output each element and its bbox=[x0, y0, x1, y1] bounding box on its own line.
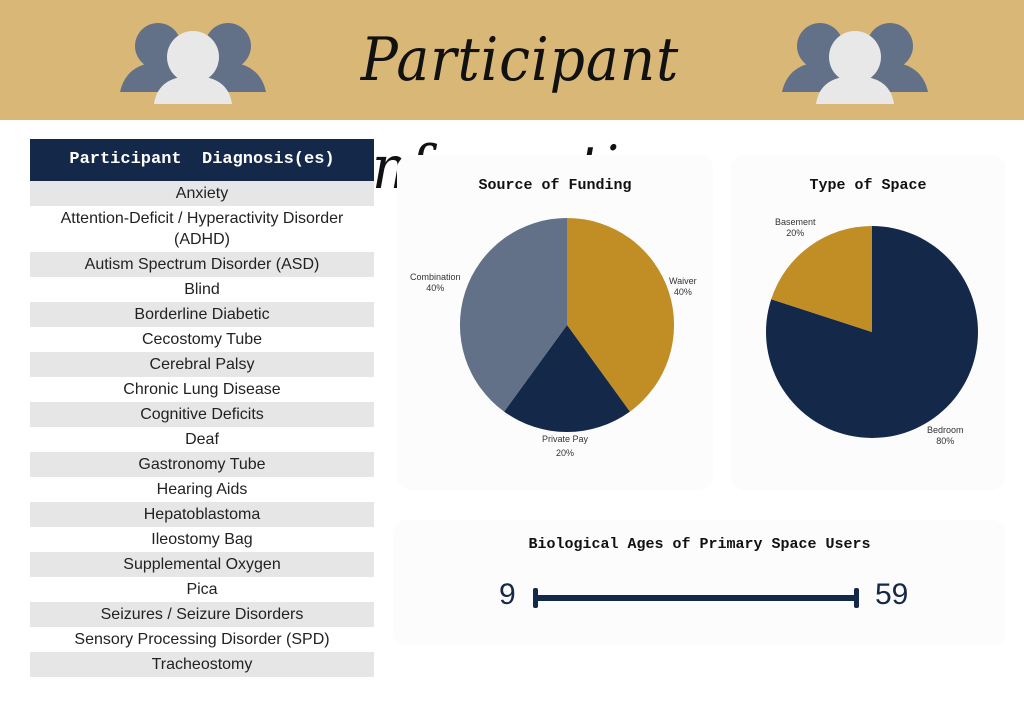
diagnosis-row: Borderline Diabetic bbox=[30, 302, 374, 327]
diagnosis-row: Pica bbox=[186, 581, 218, 598]
pie-slice-combination bbox=[459, 217, 567, 412]
diagnosis-row: Cerebral Palsy bbox=[30, 352, 374, 377]
pie-slice-bedroom bbox=[765, 226, 978, 438]
diagnosis-row: Ileostomy Bag bbox=[151, 531, 253, 548]
funding-pie-chart bbox=[459, 217, 675, 433]
bedroom-label: Bedroom 80% bbox=[927, 425, 964, 446]
private-pay-label: Private Pay 20% bbox=[542, 434, 589, 458]
diagnoses-header: Participant Diagnosis(es) bbox=[30, 139, 374, 181]
page-title: Participant Information bbox=[349, 25, 689, 203]
basement-label: Basement 20% bbox=[775, 217, 816, 238]
diagnosis-row: Chronic Lung Disease bbox=[123, 381, 281, 398]
space-chart-card: Type of Space Basement 20% Bedroom 80% bbox=[730, 155, 1006, 490]
diagnosis-row: Cognitive Deficits bbox=[30, 402, 374, 427]
diagnosis-row: Tracheostomy bbox=[30, 652, 374, 677]
pie-slice-waiver bbox=[567, 217, 675, 412]
diagnosis-row: Autism Spectrum Disorder (ASD) bbox=[30, 252, 374, 277]
diagnosis-row: Hearing Aids bbox=[156, 481, 248, 498]
space-pie-chart bbox=[765, 226, 978, 438]
space-chart-title: Type of Space bbox=[809, 177, 927, 194]
pie-slice-private-pay bbox=[504, 325, 630, 433]
age-min-value: 9 bbox=[499, 578, 516, 611]
diagnosis-row: Hepatoblastoma bbox=[30, 502, 374, 527]
header-banner: Participant Information bbox=[0, 0, 1024, 203]
diagnosis-row: Supplemental Oxygen bbox=[30, 552, 374, 577]
diagnosis-row: Blind bbox=[184, 281, 220, 298]
diagnoses-table: Participant Diagnosis(es) Anxiety Attent… bbox=[30, 139, 374, 677]
funding-chart-card: Source of Funding Waiver 40% Private Pay 2… bbox=[397, 155, 713, 490]
diagnosis-row: Anxiety bbox=[30, 181, 374, 206]
group-people-icon bbox=[782, 23, 928, 104]
ages-range-card: Biological Ages of Primary Space Users 9… bbox=[393, 520, 1006, 646]
combination-label: Combination 40% bbox=[410, 272, 461, 293]
diagnosis-row: Gastronomy Tube bbox=[30, 452, 374, 477]
waiver-label: Waiver 40% bbox=[669, 276, 697, 297]
pie-slice-basement bbox=[771, 226, 872, 332]
age-max-value: 59 bbox=[875, 578, 909, 611]
group-people-icon bbox=[120, 23, 266, 104]
ages-title: Biological Ages of Primary Space Users bbox=[528, 536, 871, 553]
funding-chart-title: Source of Funding bbox=[478, 177, 632, 194]
diagnosis-row: Seizures / Seizure Disorders bbox=[30, 602, 374, 627]
age-range-bar bbox=[533, 588, 859, 608]
diagnosis-row: Cecostomy Tube bbox=[141, 331, 263, 348]
diagnosis-row: Sensory Processing Disorder (SPD) bbox=[74, 631, 330, 648]
diagnosis-row: Deaf bbox=[185, 431, 219, 448]
diagnosis-row: Attention-Deficit / Hyperactivity Disord… bbox=[60, 210, 344, 248]
